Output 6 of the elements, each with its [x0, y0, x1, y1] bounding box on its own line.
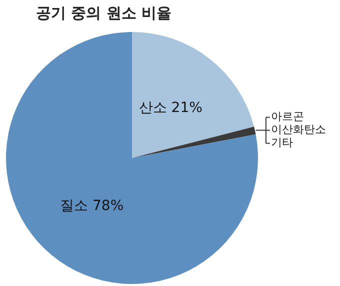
slice-label: 산소 21% [138, 100, 202, 116]
text: 아르곤 [270, 110, 304, 124]
text: 이산화탄소 [270, 123, 326, 136]
chart-title: 공기 중의 원소 비율 [36, 4, 172, 23]
text: 기타 [270, 136, 293, 150]
slice-label: 질소 78% [60, 198, 124, 214]
